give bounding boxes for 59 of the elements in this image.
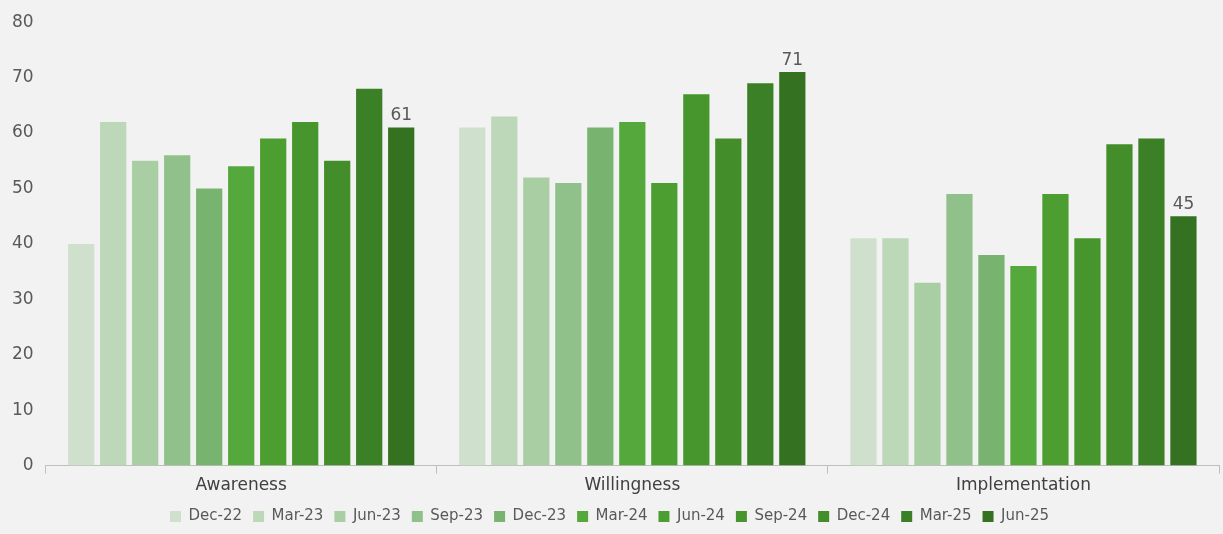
bar — [1010, 266, 1037, 466]
bar — [1106, 144, 1133, 466]
legend-label: Jun-24 — [675, 506, 725, 525]
legend-label: Jun-25 — [1000, 506, 1049, 525]
legend-label: Dec-24 — [836, 506, 891, 525]
data-label: 61 — [390, 104, 413, 125]
bar — [555, 182, 582, 466]
y-tick-label: 70 — [11, 66, 34, 87]
x-tick-label: Implementation — [955, 474, 1091, 495]
bar — [164, 155, 191, 466]
bar — [779, 72, 806, 466]
bar — [260, 138, 287, 466]
legend-label: Dec-22 — [188, 506, 243, 525]
bar — [619, 121, 646, 466]
bar — [587, 127, 614, 466]
legend-label: Sep-23 — [430, 506, 484, 525]
bar — [683, 94, 710, 466]
bar — [196, 188, 223, 466]
bar — [523, 177, 550, 466]
legend-label: Mar-23 — [271, 506, 324, 525]
bar — [978, 254, 1005, 466]
bar — [356, 88, 383, 466]
bar — [388, 127, 415, 466]
bar — [715, 138, 742, 466]
legend-label: Mar-25 — [919, 506, 972, 525]
legend-label: Sep-24 — [754, 506, 808, 525]
bar — [747, 83, 774, 466]
bar — [882, 238, 909, 466]
bar — [1074, 238, 1101, 466]
bar — [651, 182, 678, 466]
bar — [68, 243, 95, 466]
legend-label: Mar-24 — [595, 506, 648, 525]
legend-label: Jun-23 — [351, 506, 401, 525]
data-label: 45 — [1172, 193, 1195, 214]
y-tick-label: 40 — [11, 232, 34, 253]
y-tick-label: 80 — [11, 10, 34, 31]
bar — [1170, 216, 1197, 466]
y-tick-label: 50 — [11, 176, 34, 197]
bar — [850, 238, 877, 466]
bar — [491, 116, 518, 466]
bar — [1042, 194, 1069, 466]
bar — [292, 121, 319, 466]
bar — [946, 194, 973, 466]
bar — [228, 166, 255, 466]
y-tick-label: 30 — [11, 287, 34, 308]
bar — [100, 121, 127, 466]
legend-label: Dec-23 — [512, 506, 567, 525]
x-tick-label: Awareness — [195, 474, 287, 495]
bar — [324, 160, 351, 466]
data-label: 71 — [781, 49, 804, 69]
y-tick-label: 20 — [11, 343, 34, 364]
y-tick-label: 0 — [22, 454, 34, 475]
bar — [914, 282, 941, 466]
x-tick-label: Willingness — [584, 474, 681, 495]
y-tick-label: 60 — [11, 121, 34, 142]
bar — [459, 127, 486, 466]
y-tick-label: 10 — [11, 398, 34, 419]
bar — [132, 160, 159, 466]
bar — [1138, 138, 1165, 466]
